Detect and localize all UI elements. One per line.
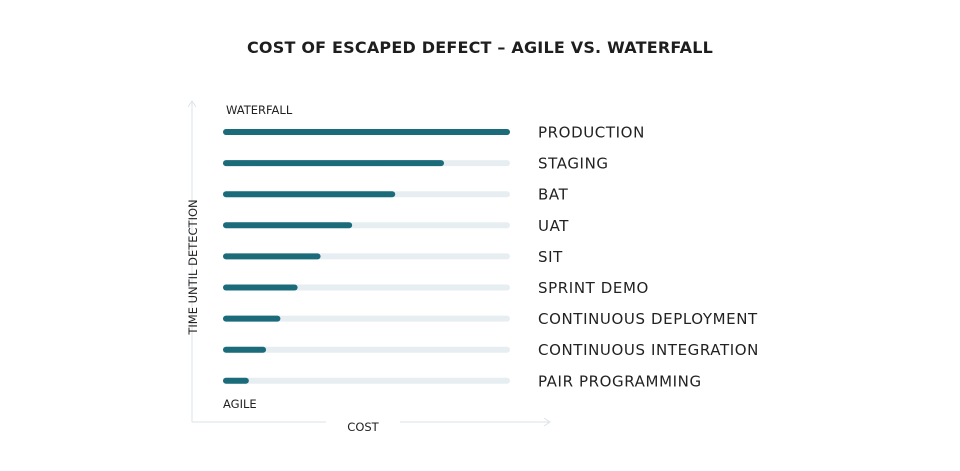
waterfall-label: WATERFALL bbox=[226, 103, 293, 117]
x-axis-label: COST bbox=[347, 420, 379, 434]
category-label: STAGING bbox=[538, 155, 609, 173]
category-label: CONTINUOUS DEPLOYMENT bbox=[538, 310, 758, 328]
agile-label: AGILE bbox=[223, 397, 257, 411]
bar-bat bbox=[223, 191, 396, 198]
bar-track bbox=[223, 315, 510, 322]
bar-pair-programming bbox=[223, 377, 249, 384]
bar-group: PRODUCTION STAGING BAT UAT SIT SPRINT DEMO CON… bbox=[223, 124, 759, 390]
bar-continuous-integration bbox=[223, 346, 267, 353]
bar-staging bbox=[223, 160, 444, 167]
bar-sit bbox=[223, 253, 321, 260]
category-label: SIT bbox=[538, 248, 563, 266]
bar-production bbox=[223, 129, 510, 135]
category-label: UAT bbox=[538, 217, 569, 235]
category-label: SPRINT DEMO bbox=[538, 279, 649, 297]
y-axis-arrowhead bbox=[187, 100, 197, 108]
bar-track bbox=[223, 377, 510, 384]
category-label: CONTINUOUS INTEGRATION bbox=[538, 341, 759, 359]
chart-title: COST OF ESCAPED DEFECT – AGILE VS. WATER… bbox=[246, 38, 714, 57]
bar-uat bbox=[223, 222, 353, 229]
y-axis-label: TIME UNTIL DETECTION bbox=[186, 199, 200, 335]
bar-continuous-deployment bbox=[223, 315, 281, 322]
category-label: PRODUCTION bbox=[538, 124, 645, 142]
category-label: PAIR PROGRAMMING bbox=[538, 372, 702, 390]
category-label: BAT bbox=[538, 186, 569, 204]
x-axis-arrowhead bbox=[543, 417, 551, 427]
bar-track bbox=[223, 346, 510, 353]
bar-sprint-demo bbox=[223, 284, 298, 291]
